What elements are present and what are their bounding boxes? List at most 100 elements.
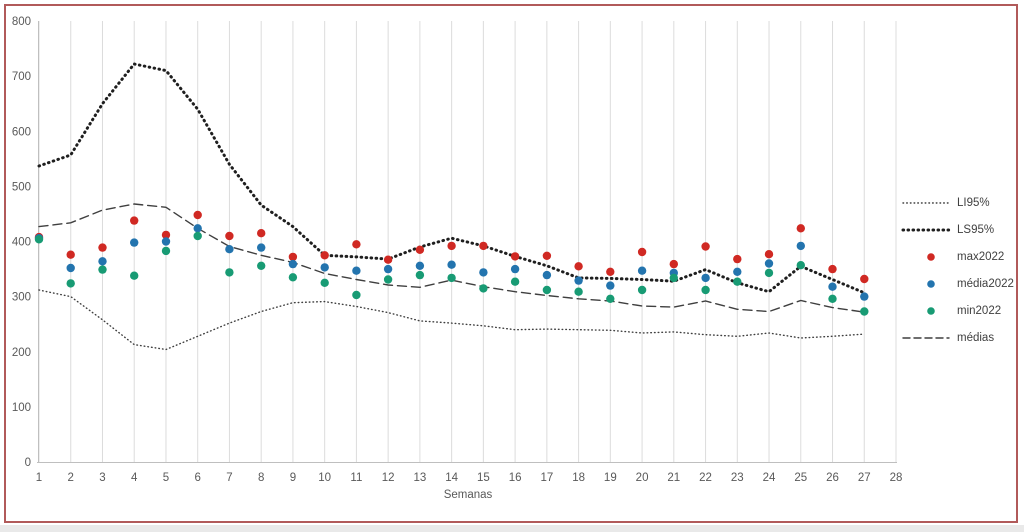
point-min2022 [479, 284, 488, 293]
point-media2022 [796, 241, 805, 251]
point-min2022 [669, 273, 678, 283]
point-min2022 [701, 285, 710, 295]
point-max2022 [383, 255, 393, 264]
point-min2022 [225, 268, 234, 277]
point-media2022 [542, 270, 552, 280]
series-line-li95 [38, 289, 865, 351]
point-media2022 [98, 257, 107, 266]
point-min2022 [542, 285, 552, 295]
x-tick-label: 8 [258, 472, 264, 484]
x-tick-label: 17 [540, 472, 553, 484]
point-min2022 [828, 294, 837, 303]
point-min2022 [98, 265, 107, 274]
point-media2022 [574, 276, 583, 285]
series-line-ls95 [37, 62, 866, 295]
legend-label-ls95: LS95% [957, 223, 995, 236]
legend-sample-ls95 [901, 228, 951, 231]
legend-sample-li95 [902, 201, 950, 204]
y-tick-label: 800 [12, 16, 31, 28]
x-tick-label: 20 [636, 472, 649, 484]
y-tick-label: 500 [12, 181, 31, 193]
point-min2022 [510, 277, 520, 286]
legend-label-min2022: min2022 [957, 304, 1002, 317]
legend-sample-medias [902, 336, 950, 339]
point-media2022 [828, 282, 837, 291]
x-tick-label: 14 [445, 472, 458, 484]
point-media2022 [510, 264, 520, 274]
point-media2022 [733, 267, 742, 276]
point-max2022 [796, 224, 805, 233]
legend-label-medias: médias [957, 331, 995, 344]
point-max2022 [510, 252, 520, 261]
legend-label-media2022: média2022 [957, 277, 1014, 290]
legend-label-li95: LI95% [957, 196, 990, 209]
point-max2022 [637, 247, 647, 257]
point-max2022 [860, 274, 869, 284]
x-tick-label: 22 [699, 472, 712, 484]
point-media2022 [66, 263, 75, 273]
point-min2022 [860, 307, 869, 316]
x-tick-label: 15 [477, 472, 490, 484]
point-media2022 [257, 243, 266, 252]
point-min2022 [161, 246, 171, 256]
point-max2022 [415, 245, 425, 254]
point-min2022 [574, 287, 583, 296]
legend-item-ls95: LS95% [901, 216, 1019, 243]
point-media2022 [383, 264, 393, 274]
point-media2022 [701, 273, 710, 283]
x-tick-label: 26 [826, 472, 839, 484]
point-min2022 [130, 271, 139, 280]
page-background-strip [0, 525, 1024, 532]
y-tick-label: 400 [12, 237, 31, 249]
point-max2022 [447, 241, 456, 251]
point-media2022 [860, 292, 869, 301]
point-min2022 [352, 290, 361, 300]
point-media2022 [130, 238, 139, 247]
point-max2022 [193, 210, 202, 220]
chart-frame [4, 4, 1018, 523]
point-min2022 [637, 285, 647, 295]
point-min2022 [193, 231, 202, 241]
x-tick-label: 27 [858, 472, 871, 484]
point-media2022 [447, 260, 456, 269]
point-min2022 [320, 278, 329, 287]
legend-item-media2022: média2022 [901, 270, 1019, 297]
x-tick-label: 5 [163, 472, 169, 484]
legend-sample-media2022 [927, 279, 935, 288]
legend-sample-max2022 [927, 252, 935, 261]
point-min2022 [66, 279, 75, 288]
legend-sample-min2022 [927, 306, 935, 315]
x-tick-label: 4 [131, 472, 138, 484]
x-tick-label: 6 [195, 472, 201, 484]
legend-item-medias: médias [901, 324, 1019, 351]
point-media2022 [352, 266, 361, 275]
x-tick-label: 2 [68, 472, 74, 484]
x-tick-label: 25 [794, 472, 807, 484]
series-line-medias [38, 203, 865, 313]
point-media2022 [479, 268, 488, 277]
point-min2022 [257, 261, 266, 270]
point-max2022 [66, 250, 75, 259]
point-media2022 [764, 259, 774, 268]
point-max2022 [542, 251, 552, 260]
y-tick-label: 100 [12, 402, 31, 414]
point-max2022 [701, 242, 710, 251]
point-max2022 [669, 259, 678, 269]
point-min2022 [447, 273, 456, 283]
point-min2022 [383, 275, 393, 284]
point-max2022 [225, 231, 234, 241]
x-tick-label: 9 [290, 472, 296, 484]
legend: LI95% LS95% max2022 média2022 min2022 médias [901, 189, 1019, 351]
x-tick-label: 12 [382, 472, 395, 484]
x-tick-label: 19 [604, 472, 617, 484]
point-min2022 [606, 294, 615, 303]
x-tick-label: 18 [572, 472, 585, 484]
point-media2022 [606, 281, 615, 290]
x-tick-label: 1 [36, 472, 42, 484]
point-max2022 [98, 243, 107, 252]
point-max2022 [479, 241, 488, 251]
legend-item-min2022: min2022 [901, 297, 1019, 324]
point-media2022 [415, 261, 425, 270]
y-tick-label: 0 [25, 457, 31, 469]
point-min2022 [288, 273, 298, 282]
